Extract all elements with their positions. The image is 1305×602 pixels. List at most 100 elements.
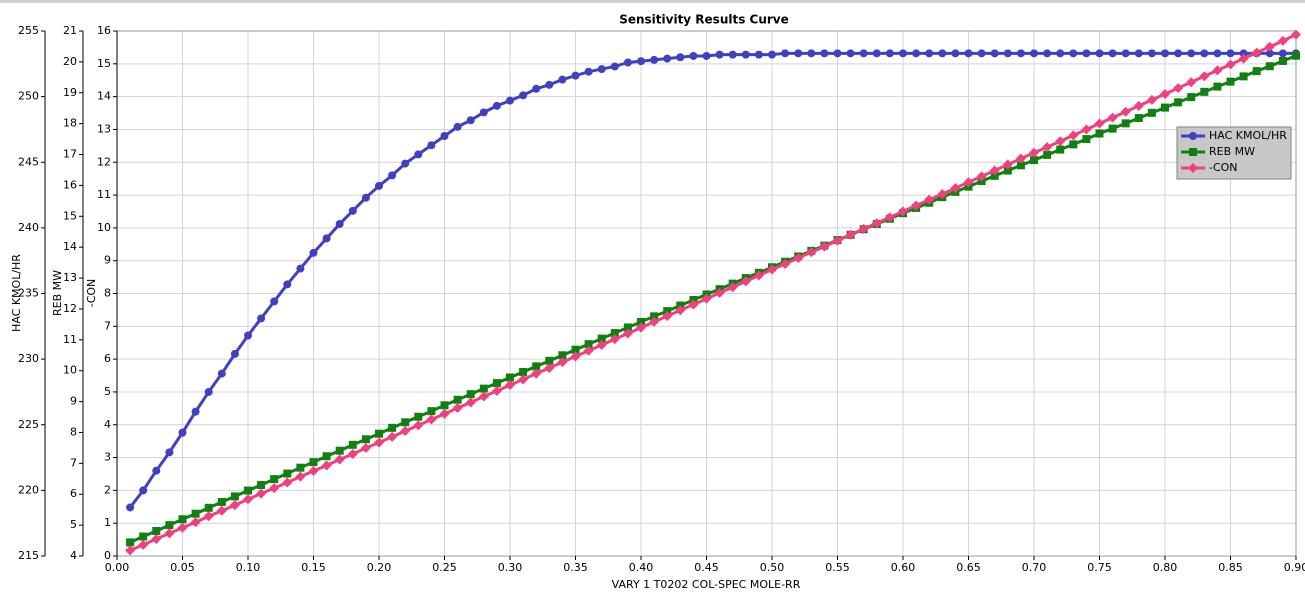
point [1239,72,1248,81]
point [466,390,475,399]
point [283,469,292,478]
point [558,75,567,84]
point [204,503,213,512]
point [348,440,357,449]
point [1265,62,1274,71]
point [375,429,383,438]
point [1174,49,1183,58]
y2-tick-label: 18 [63,117,77,130]
y2-tick-label: 7 [70,456,77,469]
y3-tick-label: 11 [97,188,111,201]
y2-tick-label: 13 [63,271,77,284]
point [650,55,659,64]
point [832,235,843,246]
y2-tick-label: 11 [63,333,77,346]
x-tick-label: 0.55 [825,561,850,574]
y3-tick-label: 1 [104,516,111,529]
point [138,539,149,550]
point [387,431,398,442]
legend-label: HAC KMOL/HR [1209,129,1287,142]
point [1121,119,1130,128]
point [270,475,279,484]
y2-tick-label: 21 [63,24,77,37]
point [925,49,934,58]
point [296,264,305,273]
point [1265,49,1274,58]
point [321,460,332,471]
point [884,212,895,223]
y-tick-label: 220 [18,483,39,496]
point [1238,53,1249,64]
point [1029,147,1039,158]
point [244,486,252,495]
x-tick-label: 0.30 [498,561,523,574]
point [662,311,673,322]
point [177,522,188,533]
point [977,49,986,58]
series-line [128,51,1296,509]
point [1225,59,1236,70]
point [308,466,319,477]
legend-marker [1189,132,1197,140]
point [898,206,908,217]
point [753,270,764,281]
point [126,503,135,512]
point [257,480,266,489]
point [846,49,855,58]
y2-tick-label: 5 [70,518,77,531]
point [492,379,501,388]
x-tick-label: 0.90 [1284,561,1305,574]
point [1015,153,1026,164]
point [125,545,136,556]
legend-label: -CON [1209,161,1238,174]
y3-tick-label: 6 [104,352,111,365]
point [610,62,619,71]
y2-axis-title: REB MW [51,270,64,316]
point [1134,114,1143,123]
point [545,356,554,365]
point [1095,49,1104,58]
point [1212,65,1223,76]
point [1016,161,1025,170]
x-tick-label: 0.70 [1022,561,1047,574]
point [820,49,829,58]
y3-tick-label: 15 [97,57,111,70]
point [1121,49,1130,58]
x-tick-label: 0.85 [1218,561,1243,574]
point [465,397,476,408]
point [139,532,148,541]
point [741,50,750,59]
point [871,218,882,229]
point [361,435,370,444]
point [858,223,869,234]
y2-tick-label: 14 [63,240,77,253]
point [375,181,383,190]
point [649,316,660,327]
point [164,528,175,539]
point [426,414,437,425]
point [1187,49,1196,58]
point [519,91,528,100]
chart-title: Sensitivity Results Curve [619,13,789,27]
point [727,282,738,293]
point [1173,83,1184,94]
point [1043,150,1052,159]
point [663,54,672,63]
point [532,362,541,371]
point [466,116,475,125]
point [623,58,632,67]
point [571,345,580,354]
point [203,511,214,522]
point [702,51,711,60]
y-axis-title: HAC KMOL/HR [10,254,23,332]
point [1069,49,1078,58]
point [663,307,672,316]
point [230,349,239,358]
point [1277,35,1288,46]
point [309,458,318,467]
y-tick-label: 230 [18,352,39,365]
y-tick-label: 225 [18,418,39,431]
point [833,49,842,58]
point [479,384,488,393]
y3-axis-title: -CON [85,279,98,308]
